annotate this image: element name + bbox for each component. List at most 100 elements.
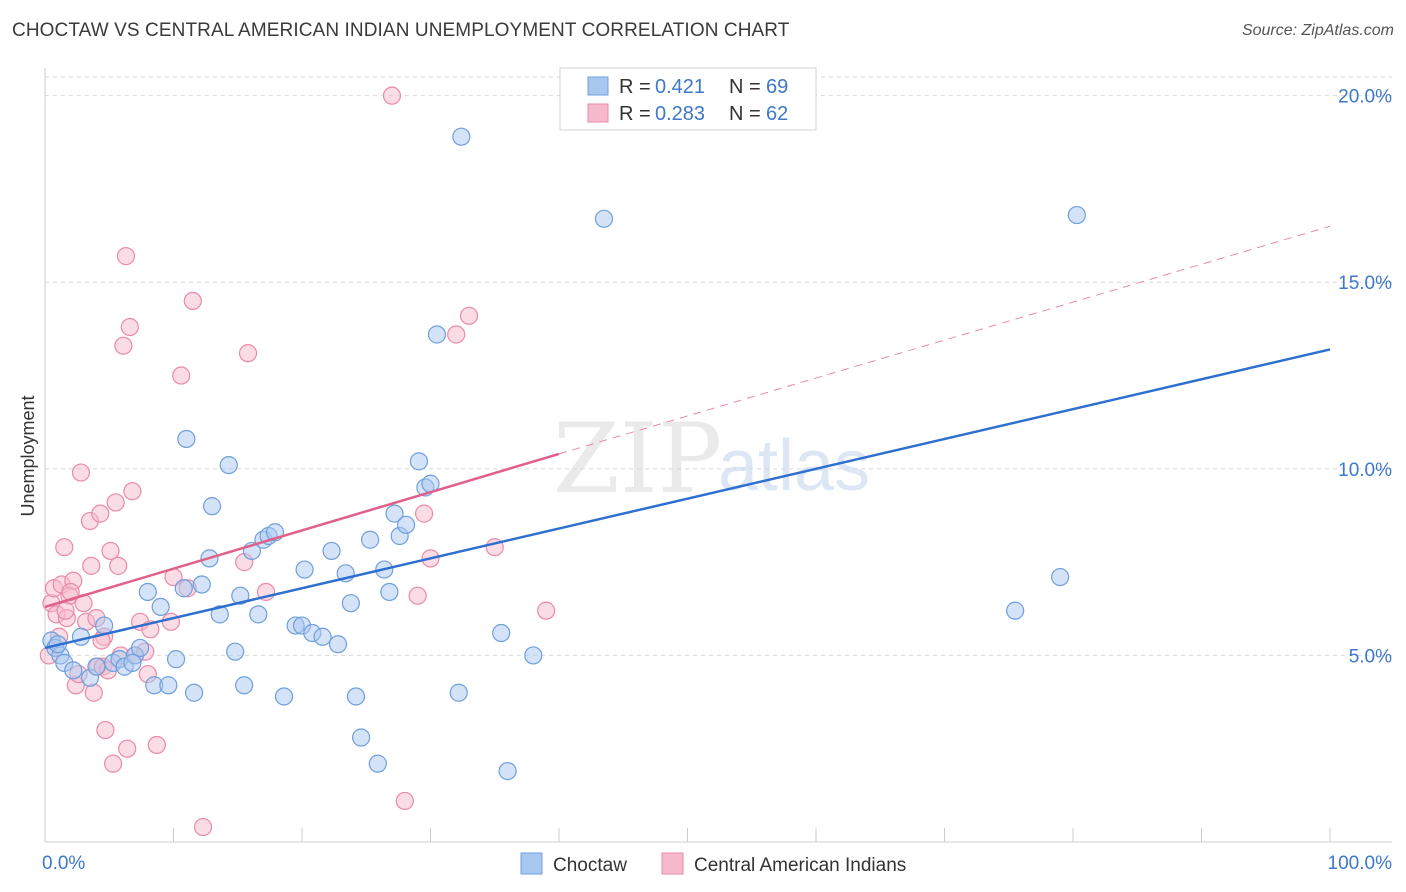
choctaw-point-64 bbox=[1006, 601, 1025, 620]
series-legend: Choctaw Central American Indians bbox=[520, 852, 906, 876]
choctaw-point-16 bbox=[151, 597, 170, 617]
choctaw-swatch bbox=[587, 76, 609, 96]
y-tick-label-20: 20.0% bbox=[1338, 87, 1392, 108]
choctaw-point-54 bbox=[409, 452, 429, 471]
choctaw-point-27 bbox=[226, 642, 245, 661]
choctaw-point-41 bbox=[322, 541, 341, 561]
choctaw-point-42 bbox=[328, 635, 348, 654]
central-point-59 bbox=[56, 601, 75, 620]
central-point-20 bbox=[91, 504, 110, 523]
choctaw-point-58 bbox=[449, 683, 468, 702]
choctaw-point-46 bbox=[352, 728, 371, 747]
choctaw-point-28 bbox=[231, 586, 250, 605]
watermark-zip: ZIP bbox=[553, 403, 722, 515]
choctaw-point-61 bbox=[498, 761, 517, 781]
choctaw-point-45 bbox=[346, 687, 366, 706]
choctaw-point-24 bbox=[202, 497, 222, 516]
legend-central-label: Central American Indians bbox=[694, 855, 906, 876]
central-point-17 bbox=[84, 683, 103, 702]
choctaw-point-62 bbox=[524, 646, 543, 665]
central-point-30 bbox=[114, 336, 133, 355]
central-point-53 bbox=[414, 504, 434, 523]
choctaw-point-51 bbox=[385, 504, 404, 523]
legend-choctaw-label: Choctaw bbox=[553, 855, 627, 876]
central-point-6 bbox=[55, 538, 74, 557]
central-point-12 bbox=[71, 463, 91, 482]
central-point-43 bbox=[172, 366, 191, 385]
central-point-48 bbox=[238, 344, 258, 363]
central-point-51 bbox=[395, 791, 414, 811]
choctaw-trend-line bbox=[44, 348, 1331, 650]
choctaw-point-68 bbox=[123, 653, 142, 672]
choctaw-point-57 bbox=[427, 325, 447, 344]
central-point-50 bbox=[382, 86, 402, 105]
chart-source: Source: ZipAtlas.com bbox=[1241, 22, 1394, 39]
central-point-16 bbox=[82, 556, 101, 575]
central-american-indians-swatch bbox=[587, 103, 609, 123]
choctaw-point-66 bbox=[1067, 205, 1086, 225]
choctaw-point-26 bbox=[219, 455, 238, 475]
central-point-28 bbox=[109, 556, 128, 575]
central-point-40 bbox=[147, 735, 166, 755]
choctaw-point-21 bbox=[184, 683, 204, 702]
y-tick-label-10: 10.0% bbox=[1338, 460, 1392, 481]
central-point-33 bbox=[120, 317, 139, 337]
y-tick-label-15: 15.0% bbox=[1338, 273, 1392, 294]
stats-legend: R = 0.421 N = 69 R = 0.283 N = 62 bbox=[559, 67, 817, 131]
central-point-58 bbox=[537, 601, 556, 620]
choctaw-point-44 bbox=[341, 594, 360, 613]
choctaw-point-17 bbox=[159, 676, 178, 695]
choctaw-point-31 bbox=[249, 605, 268, 624]
trend-lines bbox=[44, 225, 1331, 650]
choctaw-r-value: 0.421 bbox=[655, 76, 705, 98]
watermark-atlas: atlas bbox=[718, 426, 870, 506]
choctaw-point-39 bbox=[295, 560, 314, 579]
central-point-46 bbox=[193, 817, 213, 837]
central-american-indians-points bbox=[39, 86, 556, 837]
x-tick-label-max: 100.0% bbox=[1328, 853, 1393, 874]
central-point-25 bbox=[101, 541, 120, 561]
central-point-23 bbox=[96, 720, 115, 740]
central-point-55 bbox=[447, 325, 466, 344]
central-r-value: 0.283 bbox=[655, 103, 705, 125]
choctaw-point-14 bbox=[138, 582, 157, 602]
central-point-26 bbox=[104, 754, 123, 773]
choctaw-point-63 bbox=[594, 209, 614, 228]
central-point-32 bbox=[118, 739, 137, 758]
x-tick-label-min: 0.0% bbox=[42, 853, 85, 874]
legend-central-swatch bbox=[661, 852, 684, 875]
central-trend-line bbox=[44, 452, 560, 609]
choctaw-point-18 bbox=[166, 650, 186, 669]
central-point-45 bbox=[183, 291, 202, 311]
central-n-label: N = bbox=[729, 103, 761, 125]
choctaw-point-5 bbox=[71, 627, 91, 646]
x-ticks bbox=[44, 828, 1331, 842]
central-point-31 bbox=[116, 247, 136, 266]
choctaw-point-19 bbox=[174, 579, 193, 598]
choctaw-point-29 bbox=[235, 676, 254, 695]
choctaw-point-7 bbox=[87, 657, 106, 676]
choctaw-point-13 bbox=[130, 638, 150, 658]
choctaw-points bbox=[42, 127, 1086, 781]
central-trend-extension bbox=[558, 225, 1331, 455]
chart-title: CHOCTAW VS CENTRAL AMERICAN INDIAN UNEMP… bbox=[12, 20, 790, 41]
choctaw-point-25 bbox=[210, 605, 229, 624]
choctaw-point-53 bbox=[396, 515, 416, 534]
choctaw-point-50 bbox=[380, 582, 399, 602]
choctaw-point-4 bbox=[64, 661, 83, 680]
central-point-27 bbox=[106, 493, 125, 512]
choctaw-point-35 bbox=[274, 687, 294, 706]
choctaw-n-label: N = bbox=[729, 76, 761, 98]
choctaw-r-label: R = bbox=[619, 76, 651, 98]
y-tick-labels: 5.0% 10.0% 15.0% 20.0% bbox=[1338, 87, 1392, 668]
choctaw-n-value: 69 bbox=[766, 76, 788, 98]
central-point-41 bbox=[161, 612, 181, 631]
central-r-label: R = bbox=[619, 103, 651, 125]
central-n-value: 62 bbox=[766, 103, 788, 125]
choctaw-point-65 bbox=[1051, 567, 1070, 587]
choctaw-point-8 bbox=[95, 616, 114, 635]
choctaw-point-22 bbox=[192, 575, 211, 594]
choctaw-point-59 bbox=[452, 127, 471, 146]
y-axis-title: Unemployment bbox=[18, 395, 38, 516]
